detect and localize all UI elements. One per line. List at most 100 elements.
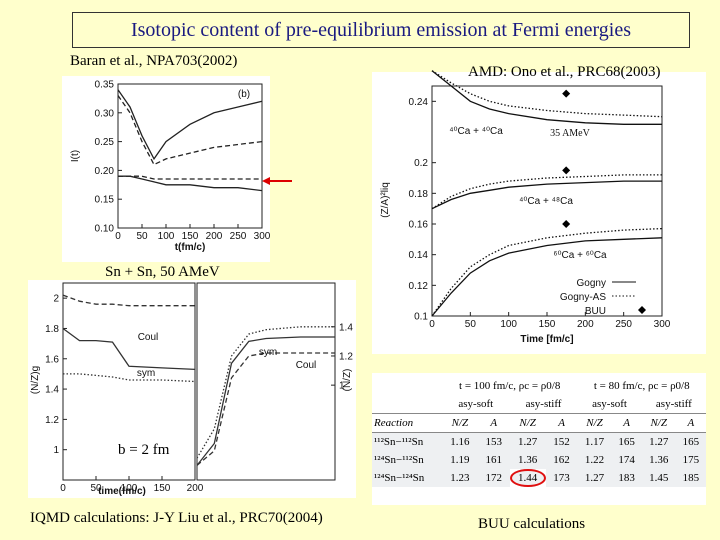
y-tick-label: 1.4 bbox=[339, 322, 353, 333]
table-cell: 1.36 bbox=[509, 451, 546, 469]
x-tick-label: 0 bbox=[429, 319, 435, 330]
series-line bbox=[118, 175, 262, 180]
series-line bbox=[118, 175, 263, 192]
series-line bbox=[62, 294, 195, 307]
column-header: N/Z bbox=[577, 413, 612, 433]
x-tick-label: 300 bbox=[654, 319, 671, 330]
annotation: ⁴⁰Ca + ⁴⁸Ca bbox=[519, 196, 573, 207]
series-line bbox=[431, 180, 662, 210]
table-cell: 173 bbox=[545, 469, 578, 487]
table-cell: 185 bbox=[675, 469, 706, 487]
x-tick-label: 50 bbox=[465, 319, 477, 330]
y-tick-label: 0.24 bbox=[409, 97, 429, 108]
legend-label: Gogny bbox=[577, 278, 606, 289]
y-tick-label: 0.30 bbox=[95, 108, 115, 119]
table-cell: 165 bbox=[675, 432, 706, 451]
series-line bbox=[431, 70, 662, 125]
x-tick-label: 200 bbox=[187, 483, 204, 494]
series-line bbox=[196, 336, 335, 466]
table-cell: 172 bbox=[477, 469, 510, 487]
x-tick-label: 150 bbox=[539, 319, 556, 330]
table-cell: 153 bbox=[477, 432, 510, 451]
y-axis-label: (Z/A)²liq bbox=[380, 182, 391, 218]
y-axis-label: (N/Z)g bbox=[30, 366, 41, 394]
caption: AMD: Ono et al., PRC68(2003) bbox=[468, 64, 661, 80]
slide-title: Isotopic content of pre-equilibrium emis… bbox=[72, 12, 690, 48]
series-line bbox=[62, 327, 196, 371]
blank-cell bbox=[372, 377, 442, 395]
y-tick-label: 1.2 bbox=[339, 351, 353, 362]
series-line bbox=[117, 95, 263, 166]
x-tick-label: 250 bbox=[230, 231, 247, 242]
annotation: sym bbox=[259, 347, 277, 358]
y-tick-label: 1 bbox=[339, 381, 345, 392]
table-row: ¹²⁴Sn−¹¹²Sn 1.19 161 1.36 162 1.22 174 1.36 175 bbox=[372, 451, 706, 469]
table-panel: t = 100 fm/c, ρc = ρ0/8 t = 80 fm/c, ρc =… bbox=[372, 373, 706, 505]
y-tick-label: 0.25 bbox=[95, 137, 115, 148]
caption: BUU calculations bbox=[478, 516, 586, 532]
x-tick-label: 0 bbox=[115, 231, 121, 242]
arrow-head bbox=[262, 177, 270, 185]
y-tick-label: 0.10 bbox=[95, 224, 115, 235]
x-tick-label: 100 bbox=[500, 319, 517, 330]
table-cell: 1.16 bbox=[441, 432, 478, 451]
x-axis-label: t(fm/c) bbox=[175, 242, 206, 253]
table-cell: 1.23 bbox=[441, 469, 478, 487]
column-header: N/Z bbox=[641, 413, 676, 433]
table-cell: 1.19 bbox=[441, 451, 478, 469]
annotation: ⁶⁰Ca + ⁶⁰Ca bbox=[553, 250, 607, 261]
table-cell: 165 bbox=[611, 432, 642, 451]
x-tick-label: 100 bbox=[158, 231, 175, 242]
annotation: 35 AMeV bbox=[550, 128, 591, 139]
table-cell: 175 bbox=[675, 451, 706, 469]
annotation: sym bbox=[137, 368, 155, 379]
x-axis-label: time(fm/c) bbox=[98, 486, 146, 497]
x-tick-label: 250 bbox=[615, 319, 632, 330]
y-tick-label: 0.35 bbox=[95, 80, 115, 91]
annotation: Coul bbox=[296, 360, 317, 371]
y-axis-label: (N/Z) bbox=[342, 369, 353, 392]
subheader: asy-soft bbox=[441, 395, 510, 414]
table-cell: 183 bbox=[611, 469, 642, 487]
legend-label: Gogny-AS bbox=[560, 292, 606, 303]
x-tick-label: 150 bbox=[154, 483, 171, 494]
table-cell: 1.27 bbox=[509, 432, 546, 451]
table-cell: 1.27 bbox=[641, 432, 676, 451]
table-cell: 1.44 bbox=[509, 469, 546, 487]
group-row: t = 100 fm/c, ρc = ρ0/8 t = 80 fm/c, ρc =… bbox=[372, 377, 706, 395]
buu-point bbox=[562, 89, 571, 98]
table-cell: 1.17 bbox=[577, 432, 612, 451]
y-tick-label: 1.6 bbox=[45, 354, 59, 365]
table-cell: 1.27 bbox=[577, 469, 612, 487]
column-header: A bbox=[611, 413, 642, 433]
caption: b = 2 fm bbox=[118, 442, 170, 458]
table-cell: ¹²⁴Sn−¹²⁴Sn bbox=[372, 469, 442, 487]
y-tick-label: 1.4 bbox=[45, 385, 59, 396]
table-cell: 162 bbox=[545, 451, 578, 469]
series-line bbox=[431, 227, 663, 317]
group-header: t = 80 fm/c, ρc = ρ0/8 bbox=[593, 380, 690, 392]
caption: IQMD calculations: J-Y Liu et al., PRC70… bbox=[30, 510, 323, 526]
plot-frame bbox=[196, 282, 336, 481]
x-tick-label: 150 bbox=[182, 231, 199, 242]
x-tick-label: 50 bbox=[90, 483, 102, 494]
x-tick-label: 200 bbox=[206, 231, 223, 242]
panel-iqmd bbox=[28, 280, 356, 498]
y-tick-label: 0.1 bbox=[414, 312, 428, 323]
annotation: Coul bbox=[138, 332, 159, 343]
series-line bbox=[196, 352, 335, 466]
subheader: asy-stiff bbox=[641, 395, 706, 414]
table-cell: 152 bbox=[545, 432, 578, 451]
series-line bbox=[431, 70, 663, 118]
column-header: N/Z bbox=[509, 413, 546, 433]
x-tick-label: 100 bbox=[121, 483, 138, 494]
legend-sample bbox=[638, 306, 646, 314]
series-line bbox=[63, 373, 196, 383]
data-table: t = 100 fm/c, ρc = ρ0/8 t = 80 fm/c, ρc =… bbox=[372, 377, 706, 487]
column-header: A bbox=[477, 413, 510, 433]
y-tick-label: 0.18 bbox=[409, 189, 429, 200]
series-line bbox=[196, 326, 335, 459]
y-tick-label: 1.8 bbox=[45, 324, 59, 335]
y-tick-label: 0.16 bbox=[409, 220, 429, 231]
